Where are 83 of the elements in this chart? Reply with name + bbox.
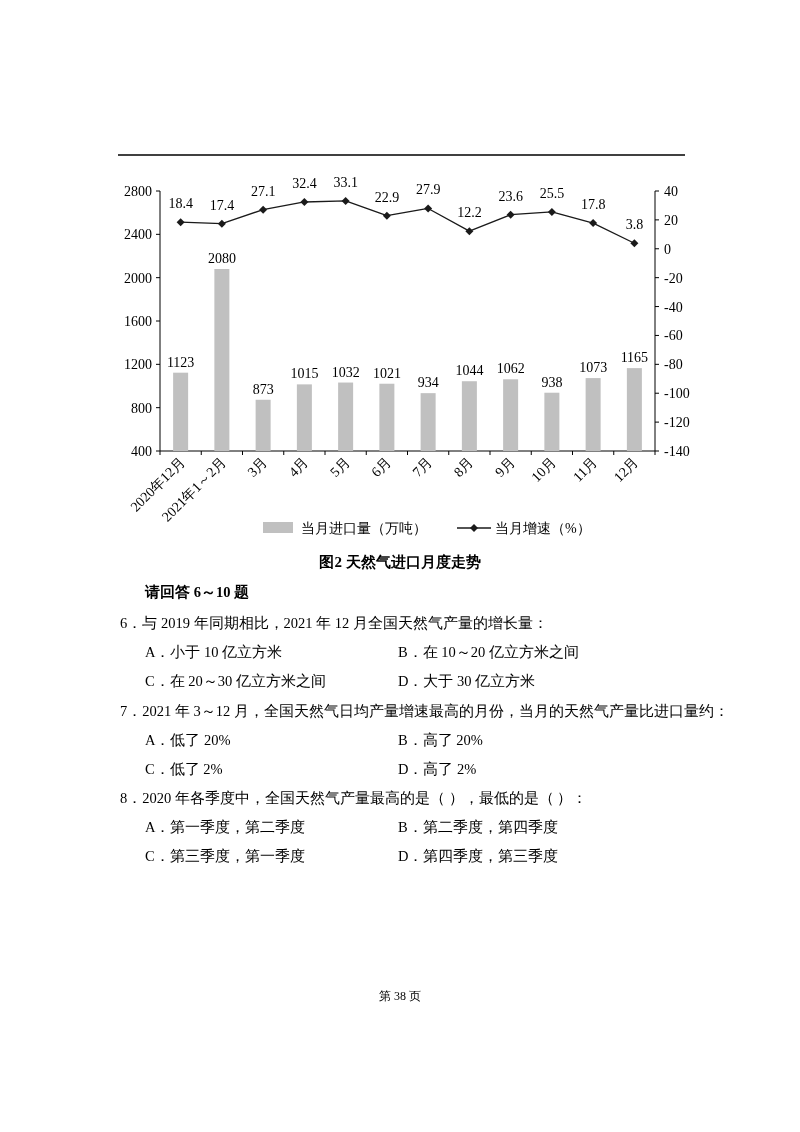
y2-tick-label: 0 <box>664 241 671 257</box>
y2-tick-label: 40 <box>664 184 678 199</box>
point <box>300 197 309 206</box>
point <box>424 204 433 213</box>
x-tick-label: 9月 <box>492 454 518 480</box>
x-tick-label: 5月 <box>327 454 353 480</box>
data-label: 1123 <box>166 354 195 370</box>
data-label: 873 <box>252 381 274 397</box>
legend-label: 当月进口量（万吨） <box>301 521 427 536</box>
data-label: 1073 <box>579 360 608 376</box>
data-label: 23.6 <box>498 188 523 204</box>
data-label: 17.4 <box>209 197 235 213</box>
text: D．大于 30 亿立方米 <box>398 673 536 689</box>
data-label: 1165 <box>620 350 649 366</box>
y2-tick-label: 20 <box>664 212 678 228</box>
data-label: 934 <box>417 375 439 391</box>
text: B．在 10～20 亿立方米之间 <box>398 644 579 660</box>
y2-tick-label: -80 <box>664 357 683 373</box>
point <box>217 219 226 228</box>
text: B．第二季度，第四季度 <box>398 819 558 835</box>
text: 8．2020 年各季度中，全国天然气产量最高的是（ ），最低的是（ ）： <box>120 790 588 806</box>
text: A．第一季度，第二季度 <box>145 819 306 835</box>
data-label: 17.8 <box>580 197 606 213</box>
x-tick-label: 6月 <box>368 454 394 480</box>
y-tick-label: 2000 <box>124 270 152 286</box>
text: 第 38 页 <box>379 989 421 1003</box>
data-label: 2080 <box>207 251 236 266</box>
y-tick-label: 400 <box>131 444 152 459</box>
text: 7．2021 年 3～12 月，全国天然气日均产量增速最高的月份，当月的天然气产量比进口量约： <box>120 703 729 719</box>
text: C．在 20～30 亿立方米之间 <box>145 673 326 689</box>
point <box>259 205 268 214</box>
text: 6．与 2019 年同期相比，2021 年 12 月全国天然气产量的增长量： <box>120 615 548 631</box>
point <box>176 218 185 227</box>
data-label: 25.5 <box>539 185 565 201</box>
y2-tick-label: -120 <box>664 415 690 431</box>
x-tick-label: 11月 <box>570 454 601 485</box>
text: D．第四季度，第三季度 <box>398 848 559 864</box>
y-tick-label: 1600 <box>124 314 152 329</box>
text: A．小于 10 亿立方米 <box>145 644 283 660</box>
data-label: 1032 <box>331 364 360 380</box>
y2-tick-label: -40 <box>664 299 683 315</box>
text: C．第三季度，第一季度 <box>145 848 305 864</box>
data-label: 32.4 <box>292 175 317 191</box>
data-label: 18.4 <box>168 196 193 212</box>
point <box>547 207 556 216</box>
text: 图2 天然气进口月度走势 <box>319 553 481 570</box>
x-tick-label: 10月 <box>528 454 559 485</box>
y-tick-label: 2400 <box>124 227 152 243</box>
x-tick-label: 7月 <box>409 454 436 480</box>
point <box>382 211 391 220</box>
data-label: 1044 <box>455 363 484 379</box>
point <box>506 210 515 219</box>
data-label: 1021 <box>372 365 401 381</box>
x-tick-label: 3月 <box>244 454 271 480</box>
text: B．高了 20% <box>398 732 483 748</box>
data-label: 1062 <box>496 361 525 377</box>
x-tick-label: 12月 <box>611 454 642 485</box>
y-tick-label: 2800 <box>124 184 152 199</box>
y2-tick-label: -60 <box>664 328 683 344</box>
text: C．低了 2% <box>145 761 223 777</box>
y2-tick-label: -20 <box>664 270 683 286</box>
y2-tick-label: -140 <box>664 444 690 459</box>
y2-tick-label: -100 <box>664 386 690 402</box>
point <box>589 219 598 228</box>
legend-label: 当月增速（%） <box>495 521 591 536</box>
text: D．高了 2% <box>398 761 477 777</box>
text: A．低了 20% <box>145 732 231 748</box>
data-label: 938 <box>541 374 563 390</box>
data-label: 1015 <box>290 366 319 382</box>
data-label: 12.2 <box>457 205 482 221</box>
data-label: 27.1 <box>250 183 276 199</box>
data-label: 22.9 <box>374 189 400 205</box>
point <box>630 239 639 248</box>
point <box>465 227 474 236</box>
data-label: 33.1 <box>333 174 358 190</box>
point <box>341 196 350 205</box>
data-label: 27.9 <box>415 182 441 198</box>
y-tick-label: 1200 <box>124 357 152 373</box>
x-tick-label: 4月 <box>286 454 312 480</box>
y-tick-label: 800 <box>131 400 152 416</box>
data-label: 3.8 <box>625 217 644 233</box>
text: 请回答 6～10 题 <box>144 584 249 600</box>
x-tick-label: 8月 <box>451 454 477 480</box>
